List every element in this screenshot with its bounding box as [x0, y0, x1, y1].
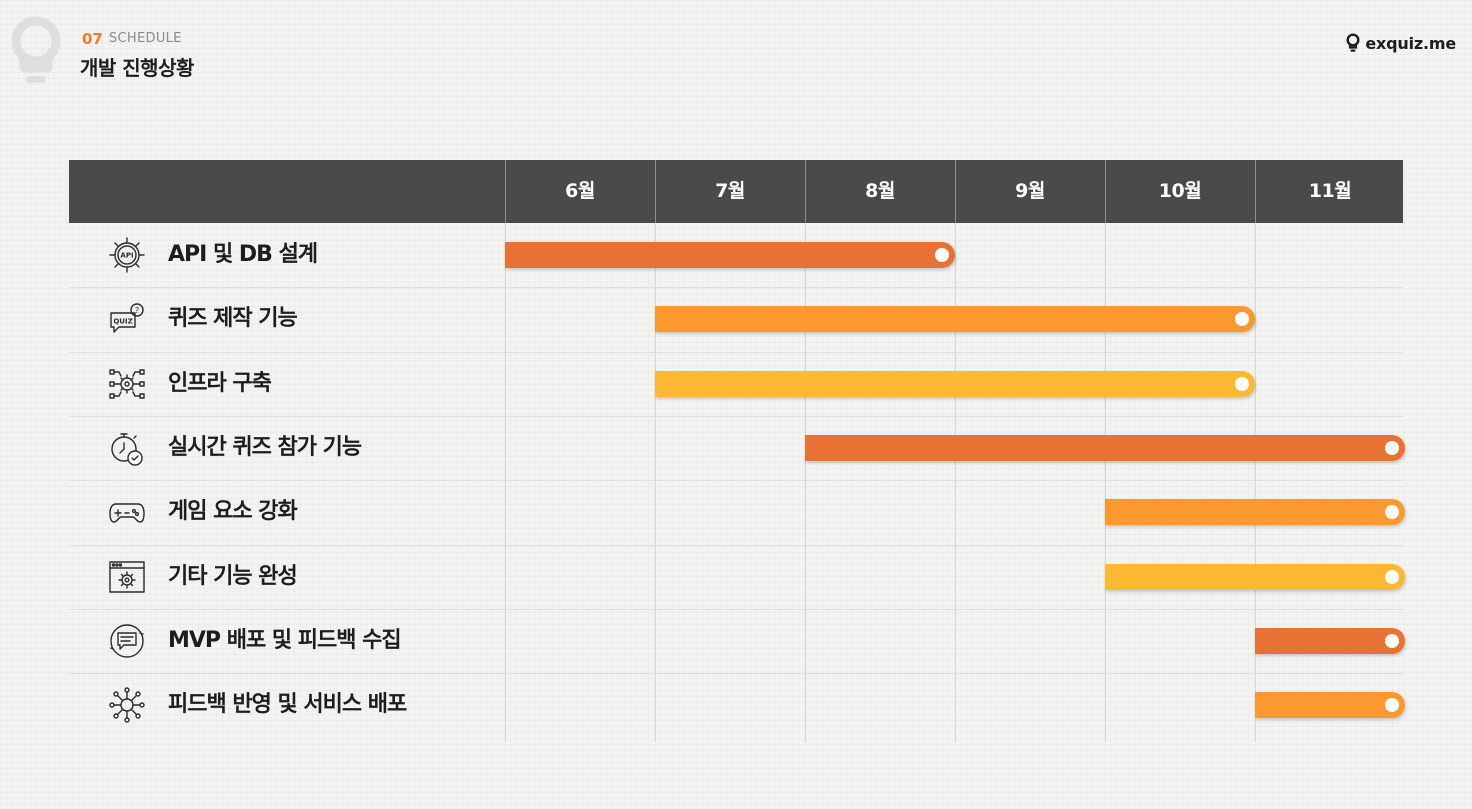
gantt-bar — [1105, 564, 1405, 590]
brand-name: exquiz.me — [1365, 33, 1456, 53]
grid-line-horizontal — [69, 545, 1403, 546]
grid-line-horizontal — [69, 287, 1403, 288]
grid-line-horizontal — [69, 352, 1403, 353]
month-divider — [505, 160, 506, 223]
month-label: 6월 — [565, 180, 595, 202]
bar-end-marker — [1385, 698, 1399, 712]
task-label: API 및 DB 설계 — [168, 242, 318, 267]
svg-text:API: API — [120, 252, 133, 260]
bar-end-marker — [935, 248, 949, 262]
task-label: 퀴즈 제작 기능 — [168, 306, 298, 331]
feedback-chat-icon — [110, 624, 144, 658]
grid-line-horizontal — [69, 673, 1403, 674]
gantt-bar — [1255, 628, 1405, 654]
task-label: 실시간 퀴즈 참가 기능 — [168, 435, 362, 460]
month-divider — [655, 160, 656, 223]
month-label: 9월 — [1015, 180, 1045, 202]
month-divider — [1105, 160, 1106, 223]
task-label: 피드백 반영 및 서비스 배포 — [168, 692, 407, 717]
bar-end-marker — [1235, 377, 1249, 391]
month-divider — [1255, 160, 1256, 223]
month-label: 7월 — [715, 180, 745, 202]
bar-end-marker — [1385, 570, 1399, 584]
section-number: 07 — [82, 30, 103, 48]
month-label: 8월 — [865, 180, 895, 202]
brand-logo: exquiz.me — [1345, 33, 1456, 53]
api-gear-icon: API — [109, 237, 145, 273]
stopwatch-check-icon — [111, 433, 143, 466]
month-divider — [955, 160, 956, 223]
gantt-bar — [655, 306, 1255, 332]
network-gear-icon — [109, 369, 145, 399]
grid-line-vertical — [805, 223, 806, 742]
gantt-bar — [1255, 692, 1405, 718]
lightbulb-icon — [11, 16, 61, 83]
month-label: 10월 — [1158, 180, 1202, 202]
grid-line-vertical — [655, 223, 656, 742]
month-divider — [805, 160, 806, 223]
lightbulb-icon — [1346, 33, 1360, 52]
page-title: 개발 진행상황 — [80, 56, 194, 80]
grid-line-horizontal — [69, 480, 1403, 481]
task-label: 인프라 구축 — [168, 371, 272, 396]
task-label: 기타 기능 완성 — [168, 564, 298, 589]
svg-text:?: ? — [135, 306, 139, 315]
bar-end-marker — [1235, 312, 1249, 326]
grid-line-vertical — [1105, 223, 1106, 742]
gantt-header: 6월 7월 8월 9월 10월 11월 — [69, 160, 1403, 223]
task-label: MVP 배포 및 피드백 수집 — [168, 628, 402, 653]
grid-line-horizontal — [69, 416, 1403, 417]
gantt-bar — [655, 371, 1255, 397]
gantt-bar — [505, 242, 955, 268]
month-label: 11월 — [1308, 180, 1352, 202]
grid-line-vertical — [955, 223, 956, 742]
network-hub-icon — [109, 687, 145, 723]
bar-end-marker — [1385, 441, 1399, 455]
bar-end-marker — [1385, 634, 1399, 648]
browser-settings-icon — [109, 561, 145, 593]
bar-end-marker — [1385, 505, 1399, 519]
svg-text:QUIZ: QUIZ — [113, 318, 132, 326]
gantt-bar — [1105, 499, 1405, 525]
grid-line-vertical — [505, 223, 506, 742]
gamepad-icon — [109, 503, 145, 523]
section-label: SCHEDULE — [109, 31, 182, 46]
gantt-chart: 6월 7월 8월 9월 10월 11월 API API 및 DB 설계 QUIZ? 퀴즈 제작 … — [69, 160, 1405, 742]
grid-line-vertical — [1255, 223, 1256, 742]
grid-line-horizontal — [69, 609, 1403, 610]
quiz-icon: QUIZ? — [110, 303, 144, 333]
gantt-bar — [805, 435, 1405, 461]
task-label: 게임 요소 강화 — [168, 499, 298, 524]
